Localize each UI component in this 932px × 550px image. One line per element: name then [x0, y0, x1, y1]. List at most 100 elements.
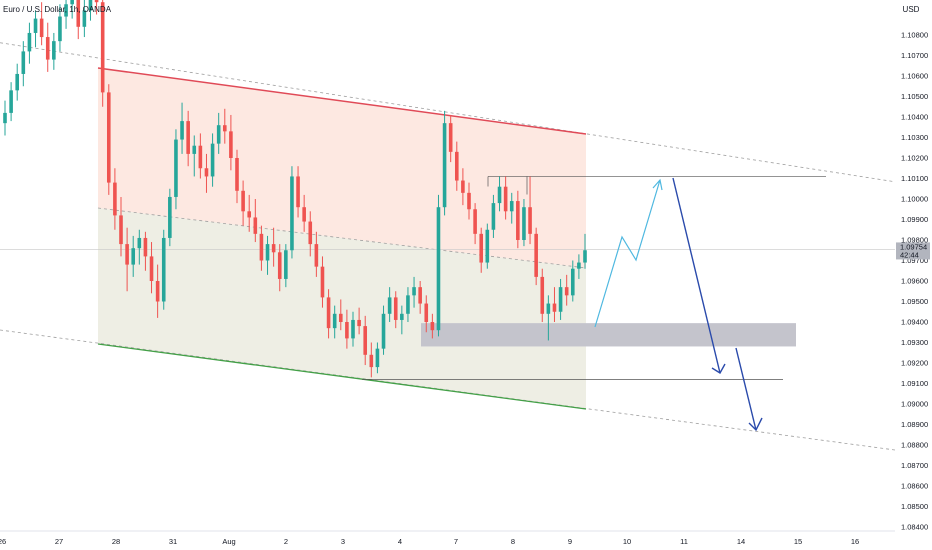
candle[interactable] — [412, 276, 416, 308]
candle[interactable] — [534, 227, 538, 286]
candle[interactable] — [577, 254, 581, 279]
candle[interactable] — [216, 112, 221, 154]
candle[interactable] — [210, 133, 215, 187]
candle[interactable] — [400, 305, 404, 335]
candle[interactable] — [491, 194, 496, 238]
candle[interactable] — [509, 192, 514, 224]
candle[interactable] — [387, 287, 392, 322]
candle[interactable] — [64, 0, 68, 29]
candle[interactable] — [241, 180, 245, 226]
candle[interactable] — [284, 244, 288, 288]
candle[interactable] — [363, 315, 368, 366]
candle[interactable] — [125, 227, 129, 292]
candle[interactable] — [448, 114, 453, 163]
candle[interactable] — [131, 235, 136, 277]
candle[interactable] — [528, 176, 532, 245]
candle[interactable] — [222, 108, 227, 144]
candle[interactable] — [168, 188, 172, 247]
candle[interactable] — [497, 176, 502, 212]
price-axis-area[interactable] — [895, 0, 932, 550]
candle[interactable] — [485, 223, 490, 269]
candle[interactable] — [296, 166, 300, 218]
candle[interactable] — [430, 313, 435, 339]
candle[interactable] — [9, 82, 13, 122]
candle[interactable] — [332, 305, 337, 339]
candle[interactable] — [540, 268, 545, 322]
candle[interactable] — [583, 233, 587, 269]
candle[interactable] — [351, 311, 355, 347]
candle[interactable] — [424, 295, 429, 333]
candle[interactable] — [473, 203, 477, 245]
candle[interactable] — [76, 0, 81, 40]
candle[interactable] — [302, 194, 306, 232]
candle[interactable] — [100, 0, 105, 107]
candle[interactable] — [522, 199, 526, 247]
candle[interactable] — [229, 114, 233, 171]
candle[interactable] — [192, 135, 197, 177]
candle[interactable] — [479, 227, 484, 273]
candle[interactable] — [204, 153, 209, 193]
candle[interactable] — [198, 133, 203, 179]
channel-resistance-line[interactable] — [97, 67, 587, 135]
candle[interactable] — [259, 225, 264, 271]
candle[interactable] — [119, 196, 123, 257]
candle[interactable] — [406, 287, 410, 322]
candle[interactable] — [186, 110, 190, 167]
candle[interactable] — [290, 166, 294, 259]
candle[interactable] — [253, 199, 258, 243]
candle[interactable] — [155, 264, 160, 318]
candle[interactable] — [21, 41, 26, 87]
candle[interactable] — [418, 281, 422, 314]
candle[interactable] — [546, 295, 551, 341]
support-zone-box[interactable] — [421, 323, 796, 347]
candle[interactable] — [467, 182, 471, 220]
candle[interactable] — [82, 0, 87, 38]
candle[interactable] — [314, 231, 319, 277]
candle[interactable] — [503, 176, 508, 220]
candle[interactable] — [106, 84, 111, 195]
candle[interactable] — [381, 305, 386, 355]
candle[interactable] — [271, 227, 276, 267]
candle[interactable] — [39, 2, 44, 46]
projection-up-path[interactable] — [594, 179, 661, 328]
candle[interactable] — [161, 229, 166, 310]
candle[interactable] — [27, 22, 32, 64]
candle[interactable] — [570, 260, 575, 302]
candle[interactable] — [338, 299, 343, 331]
candle[interactable] — [277, 244, 282, 292]
candle[interactable] — [320, 256, 325, 308]
candle[interactable] — [52, 32, 56, 70]
candle[interactable] — [149, 242, 154, 294]
candle[interactable] — [45, 22, 50, 72]
candle[interactable] — [308, 211, 313, 257]
candle[interactable] — [174, 129, 178, 210]
candle[interactable] — [94, 0, 99, 15]
candle[interactable] — [113, 168, 117, 230]
candle[interactable] — [70, 0, 74, 19]
projection-down-path[interactable] — [672, 177, 721, 374]
candle[interactable] — [15, 63, 20, 101]
candle[interactable] — [88, 0, 93, 21]
candle[interactable] — [180, 102, 184, 154]
candle[interactable] — [564, 274, 569, 306]
candle[interactable] — [137, 229, 142, 265]
candle[interactable] — [552, 287, 557, 322]
candle[interactable] — [393, 291, 398, 329]
candle[interactable] — [3, 100, 7, 136]
candle[interactable] — [454, 141, 459, 191]
current-price-badge[interactable] — [896, 242, 930, 260]
candle[interactable] — [265, 235, 270, 275]
candle[interactable] — [375, 342, 380, 374]
candle[interactable] — [143, 231, 148, 271]
candle[interactable] — [516, 190, 520, 249]
candle[interactable] — [436, 194, 441, 337]
candle[interactable] — [357, 307, 361, 335]
candle[interactable] — [33, 10, 38, 48]
candle[interactable] — [558, 278, 563, 320]
candle[interactable] — [247, 194, 252, 232]
currency-label[interactable]: USD — [902, 5, 920, 14]
candle[interactable] — [235, 149, 239, 204]
candle[interactable] — [58, 4, 62, 52]
candle[interactable] — [369, 342, 374, 378]
